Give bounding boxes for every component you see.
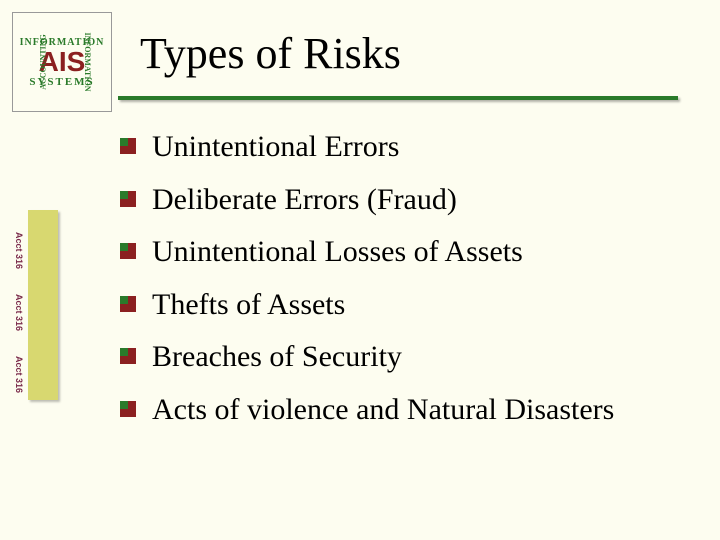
sidebar-label: Acct 316 [14, 232, 24, 269]
list-item: Thefts of Assets [120, 288, 680, 323]
bullet-icon [120, 296, 136, 312]
bullet-icon [120, 243, 136, 259]
list-item: Breaches of Security [120, 340, 680, 375]
list-item-text: Breaches of Security [152, 340, 402, 375]
list-item-text: Unintentional Errors [152, 130, 399, 165]
list-item-text: Unintentional Losses of Assets [152, 235, 523, 270]
ais-logo: ACCOUNTING INFORMATION AIS SYSTEMS INFOR… [12, 12, 112, 112]
bullet-icon [120, 348, 136, 364]
list-item: Unintentional Errors [120, 130, 680, 165]
list-item-text: Thefts of Assets [152, 288, 345, 323]
bullet-list: Unintentional Errors Deliberate Errors (… [120, 130, 680, 445]
sidebar-label: Acct 316 [14, 294, 24, 331]
list-item: Deliberate Errors (Fraud) [120, 183, 680, 218]
sidebar-band [28, 210, 58, 400]
bullet-icon [120, 138, 136, 154]
list-item-text: Acts of violence and Natural Disasters [152, 393, 614, 428]
sidebar-label: Acct 316 [14, 356, 24, 393]
list-item: Acts of violence and Natural Disasters [120, 393, 680, 428]
logo-right-text: INFORMATION [83, 33, 92, 92]
logo-left-text: ACCOUNTING [38, 34, 47, 90]
bullet-icon [120, 191, 136, 207]
page-title: Types of Risks [140, 28, 401, 79]
title-underline [118, 96, 678, 100]
list-item: Unintentional Losses of Assets [120, 235, 680, 270]
list-item-text: Deliberate Errors (Fraud) [152, 183, 457, 218]
bullet-icon [120, 401, 136, 417]
slide: ACCOUNTING INFORMATION AIS SYSTEMS INFOR… [0, 0, 720, 540]
